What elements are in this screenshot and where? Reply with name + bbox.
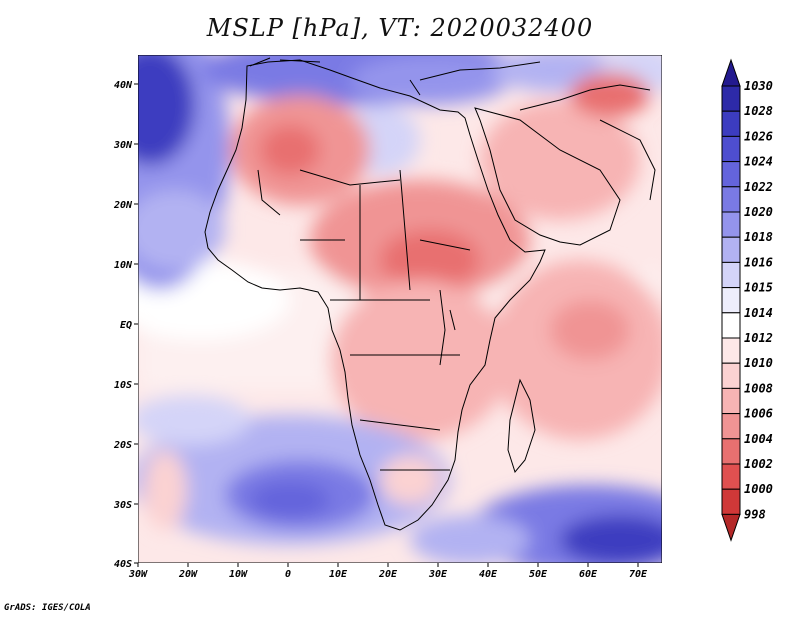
colorbar-band (721, 211, 741, 238)
colorbar-label: 1030 (744, 79, 773, 93)
coastlines (204, 57, 656, 531)
colorbar-label: 1020 (744, 205, 773, 219)
colorbar-band (721, 438, 741, 465)
colorbar-band (721, 261, 741, 289)
lon-tick-label: 50E (529, 569, 548, 580)
colorbar-band (721, 110, 741, 137)
colorbar-band (721, 362, 741, 389)
colorbar-label: 1016 (744, 255, 773, 269)
lon-tick-label: 60E (579, 569, 598, 580)
colorbar-label: 1015 (744, 281, 773, 295)
colorbar-label: 1022 (744, 180, 773, 194)
colorbar-band (721, 312, 741, 339)
colorbar-band (721, 161, 741, 188)
colorbar-label: 1024 (744, 155, 773, 169)
colorbar-band (721, 488, 741, 515)
lon-tick-label: 0 (285, 569, 291, 580)
lon-tick-label: 20E (378, 569, 398, 580)
lat-tick-label: 10N (114, 260, 133, 271)
pressure-field (138, 55, 662, 563)
lat-tick-label: 40N (114, 80, 133, 91)
colorbar-band (721, 236, 741, 263)
colorbar-band (721, 135, 741, 163)
lon-tick-label: 20W (178, 569, 198, 580)
colorbar-label: 1006 (744, 407, 773, 421)
colorbar-bottom-arrow (721, 513, 741, 542)
colorbar-band (721, 413, 741, 440)
colorbar-band (721, 337, 741, 364)
lon-tick-label: 30E (428, 569, 448, 580)
lat-tick-label: 20S (113, 440, 132, 451)
colorbar-band (721, 463, 741, 490)
chart-title: MSLP [hPa], VT: 2020032400 (206, 14, 594, 42)
colorbar-band (721, 287, 741, 314)
colorbar-label: 1010 (744, 356, 773, 370)
colorbar-label: 998 (744, 507, 766, 521)
lat-tick-label: 30N (113, 140, 133, 151)
lon-tick-label: 70E (629, 569, 648, 580)
lon-tick-label: 30W (128, 569, 148, 580)
lat-tick-label: 30S (113, 500, 132, 511)
colorbar-band (721, 387, 741, 415)
lon-tick-label: 10W (229, 569, 248, 580)
credit-text: GrADS: IGES/COLA (4, 603, 91, 613)
colorbar-label: 1012 (744, 331, 773, 345)
colorbar-top-arrow (721, 58, 741, 87)
colorbar-label: 1000 (744, 482, 773, 496)
colorbar-band (721, 186, 741, 213)
latitude-axis: 40N 30N 20N 10N EQ 10S 20S 30S 40S (113, 80, 138, 570)
colorbar: 1030 1028 1026 1024 1022 1020 1018 1016 1015 1014… (721, 58, 773, 542)
lat-tick-label: 10S (114, 380, 132, 391)
colorbar-label: 1014 (744, 306, 773, 320)
lat-tick-label: 40S (114, 559, 132, 570)
lat-tick-label: EQ (120, 320, 132, 331)
lon-tick-label: 10E (329, 569, 348, 580)
colorbar-label: 1004 (744, 432, 773, 446)
colorbar-label: 1002 (744, 457, 773, 471)
colorbar-label: 1026 (744, 129, 773, 143)
colorbar-label: 1008 (744, 381, 773, 395)
colorbar-band (721, 85, 741, 112)
lon-tick-label: 40E (479, 569, 498, 580)
colorbar-label: 1018 (744, 230, 773, 244)
lat-tick-label: 20N (113, 200, 133, 211)
colorbar-label: 1028 (744, 104, 773, 118)
longitude-axis: 30W 20W 10W 0 10E 20E 30E 40E 50E 60E 70E (128, 563, 648, 580)
